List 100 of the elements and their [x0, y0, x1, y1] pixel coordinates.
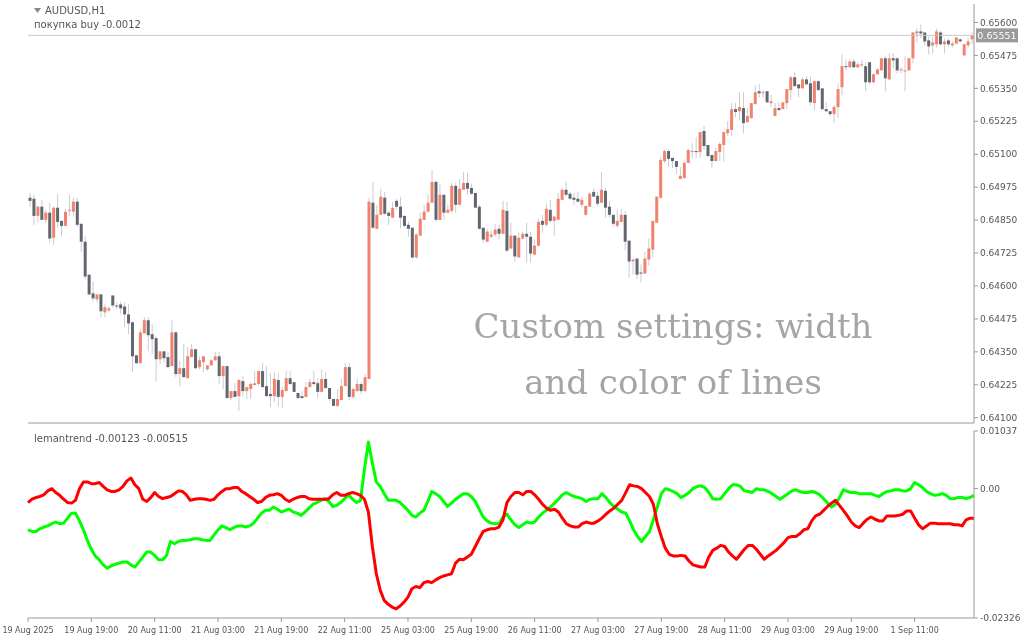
candlestick [513, 235, 517, 262]
candlestick [430, 169, 434, 204]
candlestick [268, 372, 272, 408]
candlestick [458, 178, 462, 206]
candlestick [178, 360, 182, 387]
candlestick [493, 223, 497, 238]
candlestick [738, 91, 741, 121]
ref-line-label: 0.65551 [977, 30, 1017, 42]
candlestick [186, 346, 190, 379]
candlestick [544, 203, 548, 228]
candlestick [789, 75, 793, 101]
annotation: покупка buy -0.0012 [34, 19, 141, 30]
candlestick [525, 222, 529, 264]
x-tick-label: 27 Aug 03:00 [571, 626, 625, 635]
line-series [26, 440, 976, 570]
candlestick [276, 372, 280, 408]
y-tick-label: 0.64100 [980, 412, 1018, 423]
candlestick [572, 192, 576, 206]
chart-title: AUDUSD,H1 [45, 5, 106, 16]
y-tick-label: 0.64475 [980, 314, 1018, 325]
candlestick [741, 91, 745, 134]
x-tick-label: 22 Aug 11:00 [317, 626, 372, 635]
candlestick [777, 101, 781, 111]
candlestick [603, 187, 607, 219]
candlestick [103, 303, 107, 318]
x-tick-label: 25 Aug 19:00 [444, 626, 499, 635]
candlestick [40, 199, 44, 221]
x-tick-label: 1 Sep 11:00 [890, 626, 939, 635]
x-tick-label: 21 Aug 03:00 [191, 626, 245, 635]
candlestick [548, 199, 552, 224]
x-tick-label: 29 Aug 19:00 [824, 626, 879, 635]
x-tick-label: 25 Aug 03:00 [381, 626, 435, 635]
y-tick-label: 0.65225 [980, 116, 1018, 127]
candlestick [300, 390, 304, 400]
candlestick [576, 191, 580, 204]
y-tick-label: 0.01037 [980, 426, 1018, 437]
y-tick-label: 0.64975 [980, 182, 1018, 193]
candlestick [536, 218, 540, 248]
y-tick-label: 0.65350 [980, 83, 1018, 94]
candlestick [182, 343, 186, 378]
y-tick-label: 0.65475 [980, 50, 1018, 61]
candlestick [71, 197, 75, 218]
candlestick [529, 231, 533, 264]
candlestick [241, 375, 245, 398]
candlestick [454, 182, 458, 214]
candlestick [497, 224, 501, 241]
y-tick-label: 0.65600 [980, 17, 1018, 28]
candlestick [694, 136, 698, 159]
x-tick-label: 29 Aug 03:00 [760, 626, 815, 635]
y-tick-label: 0.00 [980, 483, 1001, 494]
candlestick [903, 55, 907, 92]
y-tick-label: 0.64725 [980, 248, 1018, 259]
candlestick [722, 131, 726, 163]
candlestick [379, 188, 383, 216]
candlestick [237, 378, 241, 412]
candlestick [883, 54, 887, 92]
candlestick [556, 192, 560, 221]
y-tick-label: 0.64350 [980, 347, 1018, 358]
candlestick [99, 293, 103, 318]
candlestick [233, 382, 237, 398]
candlestick [600, 171, 604, 204]
candlestick [272, 371, 276, 403]
chart-title: lemantrend -0.00123 -0.00515 [34, 433, 189, 444]
candlestick [690, 142, 694, 159]
candlestick [265, 365, 268, 397]
candlestick [517, 232, 521, 259]
candlestick [769, 94, 773, 108]
candlestick [812, 79, 816, 111]
x-tick-label: 28 Aug 11:00 [697, 626, 752, 635]
x-tick-label: 19 Aug 19:00 [64, 626, 119, 635]
candlestick [844, 58, 848, 71]
candlestick [320, 368, 324, 393]
candlestick [221, 365, 225, 390]
candlestick [887, 52, 891, 81]
candlestick [67, 194, 71, 218]
x-tick-label: 19 Aug 2025 [2, 626, 54, 635]
candlestick [36, 205, 40, 224]
x-tick-label: 26 Aug 11:00 [507, 626, 562, 635]
candlestick [217, 351, 221, 385]
x-tick-label: 20 Aug 11:00 [127, 626, 182, 635]
candlestick [730, 102, 734, 137]
annotation: Custom settings: width and color of lines [472, 305, 874, 404]
y-tick-label: 0.64850 [980, 215, 1018, 226]
y-tick-label: 0.64225 [980, 379, 1018, 390]
candlestick [146, 316, 150, 352]
y-tick-label: 0.64600 [980, 281, 1018, 292]
candlestick [56, 193, 60, 229]
candlestick [316, 377, 320, 399]
candlestick [383, 191, 387, 216]
candlestick [564, 181, 568, 198]
candlestick [442, 194, 446, 221]
y-tick-label: 0.65100 [980, 149, 1018, 160]
candlestick [864, 61, 868, 92]
y-tick-label: -0.02326 [980, 613, 1021, 624]
x-tick-label: 21 Aug 19:00 [254, 626, 309, 635]
x-tick-label: 27 Aug 19:00 [634, 626, 689, 635]
candlestick [32, 194, 36, 226]
line-series [26, 476, 976, 611]
candlestick [154, 335, 158, 382]
candlestick [509, 222, 513, 250]
